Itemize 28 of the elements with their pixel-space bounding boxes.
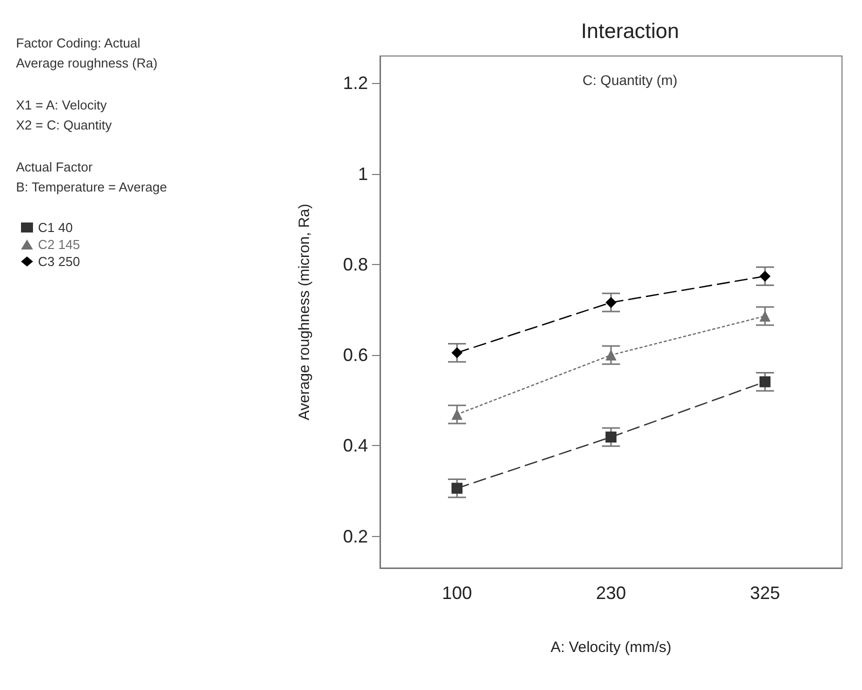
point — [606, 350, 616, 361]
point — [606, 432, 616, 443]
point — [606, 296, 616, 308]
legend-label: C3 250 — [38, 254, 80, 269]
point — [760, 376, 770, 388]
text: Actual Factor B: Temperature = Average — [16, 160, 167, 194]
point — [452, 408, 462, 420]
y-tick-label: 0.4 — [342, 436, 368, 456]
x-axis-title: A: Velocity (mm/s) — [550, 639, 672, 656]
point — [760, 270, 770, 282]
x-tick-label: 230 — [596, 583, 626, 603]
y-tick-label: 0.2 — [342, 526, 368, 546]
point — [452, 482, 462, 494]
x-tick-label: 325 — [750, 583, 780, 603]
legend-label: C1 40 — [38, 220, 73, 235]
y-tick-label: 0.8 — [342, 254, 368, 274]
y-axis-title: Average roughness (micron, Ra) — [296, 204, 313, 420]
y-tick-label: 1.2 — [342, 73, 368, 94]
text: C: Quantity (m) — [582, 72, 678, 88]
y-tick-label: 0.6 — [342, 345, 368, 366]
text: Factor Coding: Actual Average roughness (Ra) — [16, 36, 158, 70]
x-tick-label: 100 — [442, 583, 472, 603]
text: X1 = A: Velocity X2 = C: Quantity — [16, 98, 112, 132]
point — [760, 310, 770, 322]
chart-title: Interaction — [580, 20, 680, 43]
legend-label: C2 145 — [38, 237, 80, 252]
y-tick-label: 1 — [358, 164, 368, 184]
point — [452, 347, 462, 358]
